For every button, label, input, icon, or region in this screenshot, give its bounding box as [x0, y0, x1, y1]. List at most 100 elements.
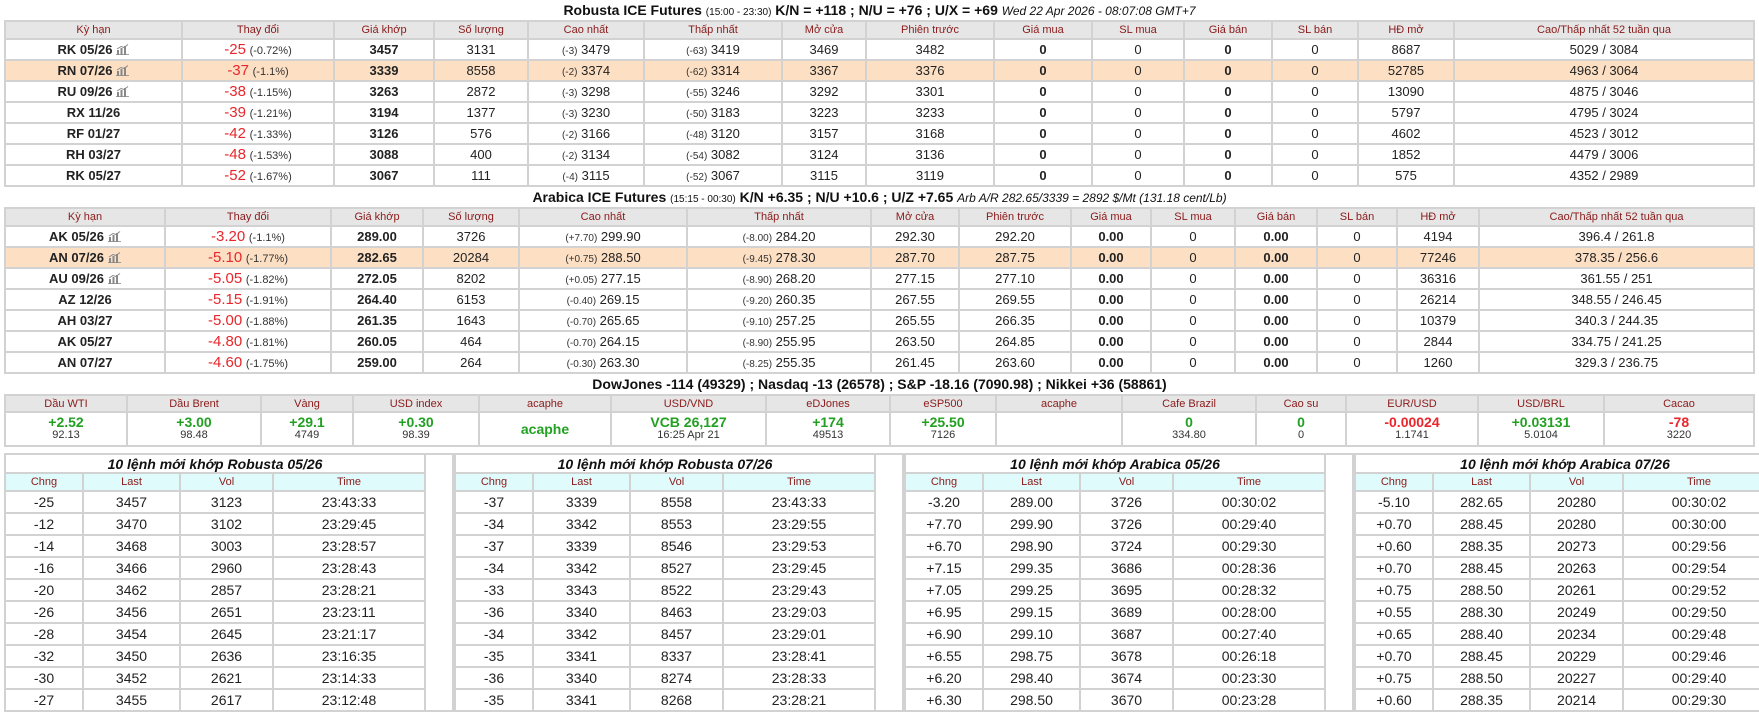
- column-header[interactable]: Số lượng: [433, 20, 529, 40]
- contract-term-cell[interactable]: RF 01/27: [4, 122, 183, 145]
- column-header[interactable]: Giá bán: [1234, 207, 1318, 227]
- trade-row: +7.70 299.90 3726 00:29:40: [904, 512, 1353, 536]
- market-cell[interactable]: [995, 411, 1123, 447]
- column-header[interactable]: Giá khớp: [333, 20, 435, 40]
- chart-icon[interactable]: [107, 230, 121, 242]
- chart-icon[interactable]: [116, 85, 130, 97]
- contract-row[interactable]: RX 11/26 -39 (-1.21%) 3194 1377 (-3) 3230 (-5…: [4, 101, 1755, 124]
- contract-term-cell[interactable]: RX 11/26: [4, 101, 183, 124]
- column-header[interactable]: Giá mua: [1070, 207, 1152, 227]
- column-header[interactable]: Thấp nhất: [643, 20, 783, 40]
- market-cell[interactable]: +3.00 98.48: [126, 411, 262, 447]
- column-header[interactable]: Giá mua: [993, 20, 1093, 40]
- market-label[interactable]: acaphe: [478, 394, 612, 413]
- chart-icon[interactable]: [116, 43, 130, 55]
- column-header[interactable]: SL mua: [1091, 20, 1185, 40]
- robusta-session: (15:00 - 23:30): [705, 7, 772, 18]
- market-cell[interactable]: 0 334.80: [1121, 411, 1257, 447]
- column-header[interactable]: Mở cửa: [781, 20, 867, 40]
- column-header[interactable]: SL mua: [1150, 207, 1236, 227]
- contract-row[interactable]: AN 07/26 -5.10 (-1.77%) 282.65 20284 (+0.75)…: [4, 246, 1755, 269]
- column-header[interactable]: SL bán: [1316, 207, 1398, 227]
- market-cell[interactable]: acaphe: [478, 411, 612, 447]
- contract-row[interactable]: AZ 12/26 -5.15 (-1.91%) 264.40 6153 (-0.40) …: [4, 288, 1755, 311]
- market-label[interactable]: eSP500: [889, 394, 997, 413]
- column-header[interactable]: Thay đổi: [181, 20, 335, 40]
- column-header[interactable]: Cao/Thấp nhất 52 tuần qua: [1478, 207, 1755, 227]
- market-label[interactable]: Cafe Brazil: [1121, 394, 1257, 413]
- column-header[interactable]: HĐ mở: [1357, 20, 1455, 40]
- contract-row[interactable]: AK 05/26 -3.20 (-1.1%) 289.00 3726 (+7.70) 2…: [4, 225, 1755, 248]
- market-cell[interactable]: +29.1 4749: [260, 411, 354, 447]
- ask-qty-cell: 0: [1271, 80, 1359, 103]
- trade-change: +0.75: [1354, 578, 1435, 602]
- chart-icon[interactable]: [107, 272, 121, 284]
- market-label[interactable]: Dầu Brent: [126, 394, 262, 413]
- high-value: 3479: [581, 42, 611, 57]
- contract-row[interactable]: AK 05/27 -4.80 (-1.81%) 260.05 464 (-0.70) 2…: [4, 330, 1755, 353]
- contract-row[interactable]: RH 03/27 -48 (-1.53%) 3088 400 (-2) 3134 (-54…: [4, 143, 1755, 166]
- column-header[interactable]: SL bán: [1271, 20, 1359, 40]
- contract-term-cell[interactable]: AU 09/26: [4, 267, 166, 290]
- contract-term-cell[interactable]: AK 05/26: [4, 225, 166, 248]
- market-label[interactable]: Vàng: [260, 394, 354, 413]
- market-label[interactable]: Dầu WTI: [4, 394, 128, 413]
- market-cell[interactable]: +0.30 98.39: [352, 411, 480, 447]
- contract-row[interactable]: RK 05/26 -25 (-0.72%) 3457 3131 (-3) 3479 (-6…: [4, 38, 1755, 61]
- column-header[interactable]: Mở cửa: [870, 207, 960, 227]
- column-header[interactable]: Số lượng: [422, 207, 520, 227]
- market-label[interactable]: USD index: [352, 394, 480, 413]
- column-header[interactable]: Cao nhất: [527, 20, 645, 40]
- contract-term-cell[interactable]: RK 05/26: [4, 38, 183, 61]
- chart-icon[interactable]: [107, 251, 121, 263]
- market-cell[interactable]: -0.00024 1.1741: [1345, 411, 1479, 447]
- contract-row[interactable]: AU 09/26 -5.05 (-1.82%) 272.05 8202 (+0.05) …: [4, 267, 1755, 290]
- column-header[interactable]: Cao nhất: [518, 207, 688, 227]
- market-label[interactable]: USD/BRL: [1477, 394, 1605, 413]
- market-label[interactable]: Cacao: [1603, 394, 1755, 413]
- column-header[interactable]: Giá bán: [1183, 20, 1273, 40]
- market-cell[interactable]: +174 49513: [765, 411, 891, 447]
- contract-term-cell[interactable]: AK 05/27: [4, 330, 166, 353]
- ask-price-cell: 0: [1183, 143, 1273, 166]
- contract-row[interactable]: RU 09/26 -38 (-1.15%) 3263 2872 (-3) 3298 (-5…: [4, 80, 1755, 103]
- column-header[interactable]: Thay đổi: [164, 207, 332, 227]
- column-header[interactable]: HĐ mở: [1396, 207, 1480, 227]
- contract-row[interactable]: AN 07/27 -4.60 (-1.75%) 259.00 264 (-0.30) 2…: [4, 351, 1755, 374]
- trade-last: 3339: [532, 534, 631, 558]
- market-label[interactable]: USD/VND: [610, 394, 767, 413]
- contract-term-cell[interactable]: RK 05/27: [4, 164, 183, 187]
- market-label[interactable]: Cao su: [1255, 394, 1347, 413]
- contract-term-cell[interactable]: RU 09/26: [4, 80, 183, 103]
- chart-icon[interactable]: [116, 64, 130, 76]
- contract-term-cell[interactable]: AZ 12/26: [4, 288, 166, 311]
- column-header[interactable]: Kỳ hạn: [4, 20, 183, 40]
- market-cell[interactable]: +25.50 7126: [889, 411, 997, 447]
- market-label[interactable]: EUR/USD: [1345, 394, 1479, 413]
- contract-term-cell[interactable]: AH 03/27: [4, 309, 166, 332]
- contract-term-cell[interactable]: RH 03/27: [4, 143, 183, 166]
- contract-row[interactable]: RN 07/26 -37 (-1.1%) 3339 8558 (-2) 3374 (-62…: [4, 59, 1755, 82]
- market-cell[interactable]: +0.03131 5.0104: [1477, 411, 1605, 447]
- trade-time: 00:29:40: [1622, 666, 1759, 690]
- contract-row[interactable]: RF 01/27 -42 (-1.33%) 3126 576 (-2) 3166 (-48…: [4, 122, 1755, 145]
- contract-row[interactable]: AH 03/27 -5.00 (-1.88%) 261.35 1643 (-0.70) …: [4, 309, 1755, 332]
- market-cell[interactable]: +2.52 92.13: [4, 411, 128, 447]
- column-header[interactable]: Kỳ hạn: [4, 207, 166, 227]
- trade-row: +6.55 298.75 3678 00:26:18: [904, 644, 1353, 668]
- column-header[interactable]: Thấp nhất: [686, 207, 872, 227]
- column-header[interactable]: Cao/Thấp nhất 52 tuần qua: [1453, 20, 1755, 40]
- market-cell[interactable]: -78 3220: [1603, 411, 1755, 447]
- column-header[interactable]: Phiên trước: [958, 207, 1072, 227]
- low-cell: (-50) 3183: [643, 101, 783, 124]
- contract-term-cell[interactable]: AN 07/26: [4, 246, 166, 269]
- contract-term-cell[interactable]: RN 07/26: [4, 59, 183, 82]
- column-header[interactable]: Phiên trước: [865, 20, 995, 40]
- contract-row[interactable]: RK 05/27 -52 (-1.67%) 3067 111 (-4) 3115 (-52…: [4, 164, 1755, 187]
- contract-term-cell[interactable]: AN 07/27: [4, 351, 166, 374]
- market-label[interactable]: eDJones: [765, 394, 891, 413]
- market-cell[interactable]: VCB 26,127 16:25 Apr 21: [610, 411, 767, 447]
- column-header[interactable]: Giá khớp: [330, 207, 424, 227]
- market-label[interactable]: acaphe: [995, 394, 1123, 413]
